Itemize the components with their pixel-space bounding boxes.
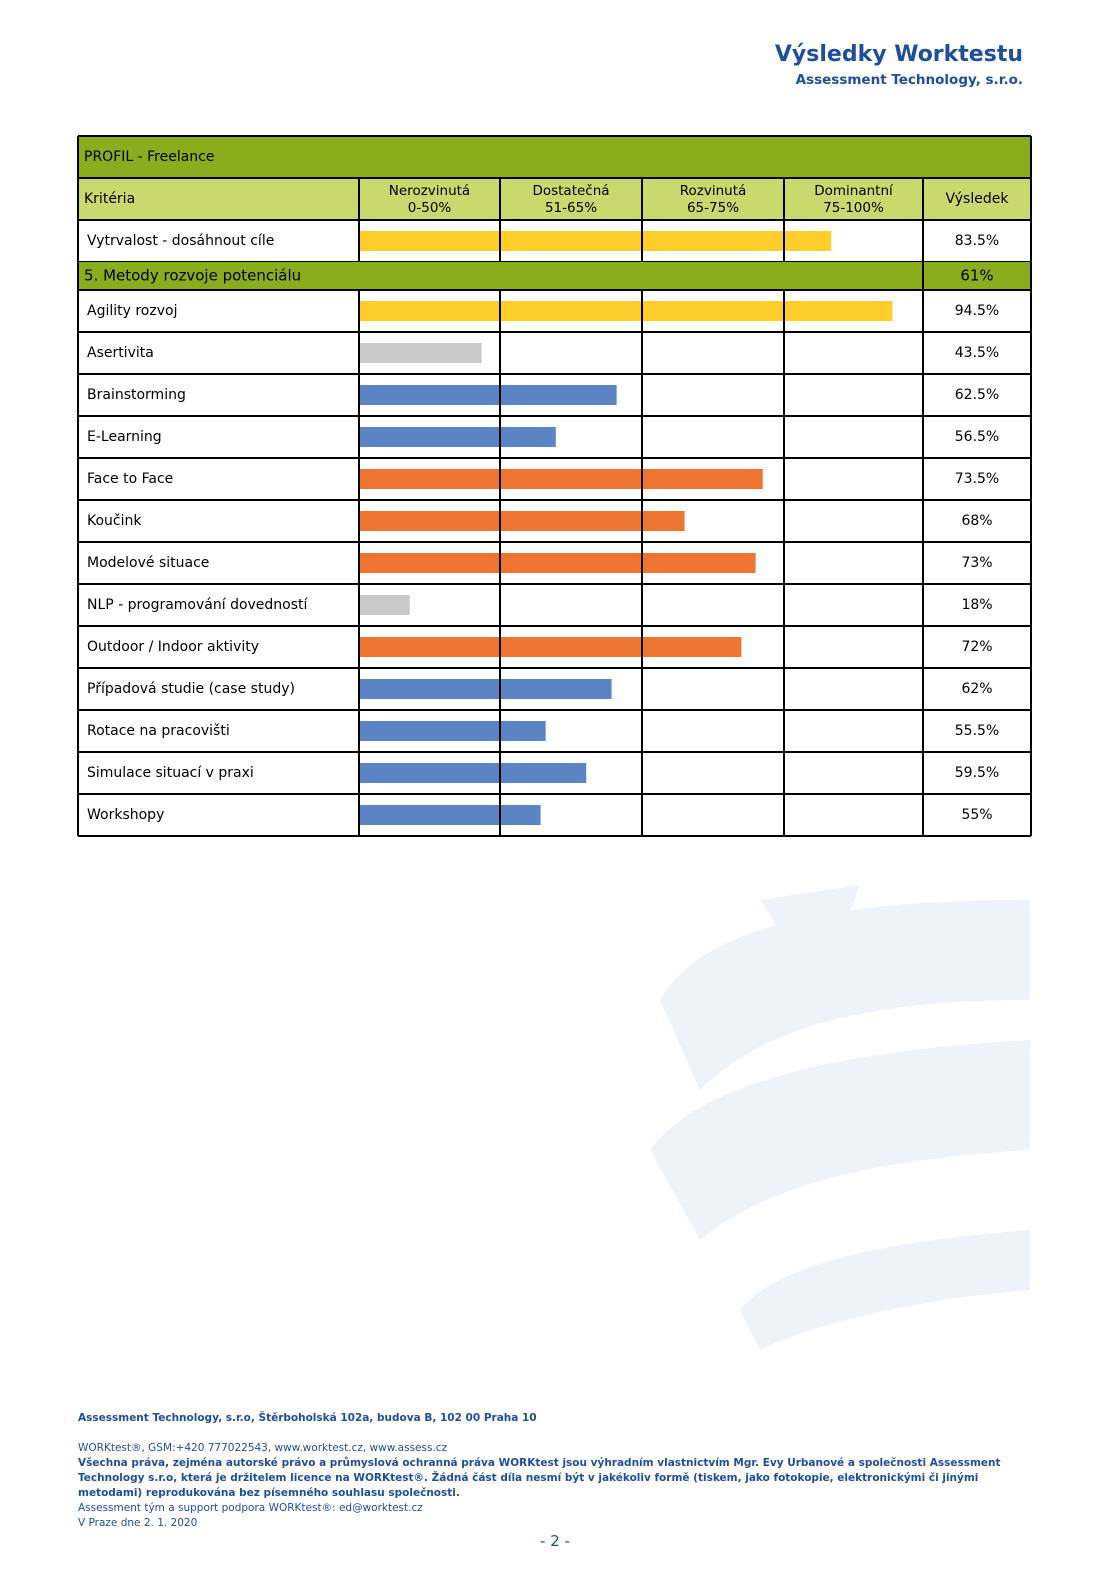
result-value: 72% [961, 639, 992, 655]
criterion-name: Rotace na pracovišti [87, 723, 230, 739]
criteria-label: Kritéria [84, 191, 135, 207]
band-range: 65-75% [687, 200, 739, 216]
result-value: 55.5% [955, 723, 999, 739]
rights: Všechna práva, zejména autorské právo a … [78, 1457, 1001, 1499]
criterion-name: Vytrvalost - dosáhnout cíle [87, 233, 274, 249]
result-bar [359, 595, 410, 615]
result-value: 18% [961, 597, 992, 613]
result-bar [359, 805, 541, 825]
support: Assessment tým a support podpora WORKtes… [78, 1502, 423, 1514]
address: Assessment Technology, s.r.o, Štěrbohols… [78, 1412, 537, 1424]
results-table: PROFIL - Freelance Kritéria Výsledek Nerozv… [77, 135, 1032, 837]
result-value: 73% [961, 555, 992, 571]
criterion-name: Face to Face [87, 471, 173, 487]
criterion-name: Případová studie (case study) [87, 681, 295, 697]
criterion-name: Modelové situace [87, 555, 209, 571]
band-range: 0-50% [408, 200, 452, 216]
result-value: 55% [961, 807, 992, 823]
profile-row [78, 136, 1031, 178]
result-bar [359, 231, 832, 251]
band-name: Dostatečná [532, 183, 609, 199]
contact: WORKtest®, GSM:+420 777022543, www.workt… [78, 1442, 448, 1454]
band-name: Nerozvinutá [389, 183, 470, 199]
profile-title: PROFIL - Freelance [84, 149, 214, 165]
criterion-name: Brainstorming [87, 387, 186, 403]
criterion-name: Outdoor / Indoor aktivity [87, 639, 259, 655]
criterion-name: Simulace situací v praxi [87, 765, 254, 781]
date: V Praze dne 2. 1. 2020 [78, 1517, 198, 1529]
result-value: 59.5% [955, 765, 999, 781]
result-value: 94.5% [955, 303, 999, 319]
result-bar [359, 721, 546, 741]
result-bar [359, 301, 893, 321]
result-value: 62.5% [955, 387, 999, 403]
criterion-name: Agility rozvoj [87, 303, 177, 319]
header-row [78, 178, 1031, 220]
result-bar [359, 385, 617, 405]
result-value: 73.5% [955, 471, 999, 487]
band-name: Rozvinutá [680, 183, 747, 199]
section-value: 61% [960, 267, 993, 285]
result-bar [359, 469, 763, 489]
band-range: 51-65% [545, 200, 597, 216]
criterion-name: NLP - programování dovedností [87, 597, 309, 613]
doc-title: Výsledky Worktestu [774, 42, 1023, 67]
criterion-name: Koučink [87, 513, 142, 529]
criterion-name: Workshopy [87, 807, 164, 823]
result-value: 62% [961, 681, 992, 697]
result-bar [359, 637, 742, 657]
result-bar [359, 511, 685, 531]
band-name: Dominantní [814, 183, 894, 199]
section-name: 5. Metody rozvoje potenciálu [84, 267, 301, 285]
band-range: 75-100% [823, 200, 884, 216]
criterion-name: E-Learning [87, 429, 162, 445]
result-bar [359, 763, 587, 783]
page-number: - 2 - [540, 1532, 570, 1550]
result-value: 56.5% [955, 429, 999, 445]
criterion-name: Asertivita [87, 345, 154, 361]
result-label: Výsledek [946, 191, 1010, 207]
result-value: 68% [961, 513, 992, 529]
result-value: 43.5% [955, 345, 999, 361]
result-bar [359, 679, 612, 699]
section-row [78, 262, 1031, 290]
result-bar [359, 553, 756, 573]
result-bar [359, 343, 482, 363]
result-bar [359, 427, 556, 447]
company: Assessment Technology, s.r.o. [795, 72, 1023, 88]
result-value: 83.5% [955, 233, 999, 249]
